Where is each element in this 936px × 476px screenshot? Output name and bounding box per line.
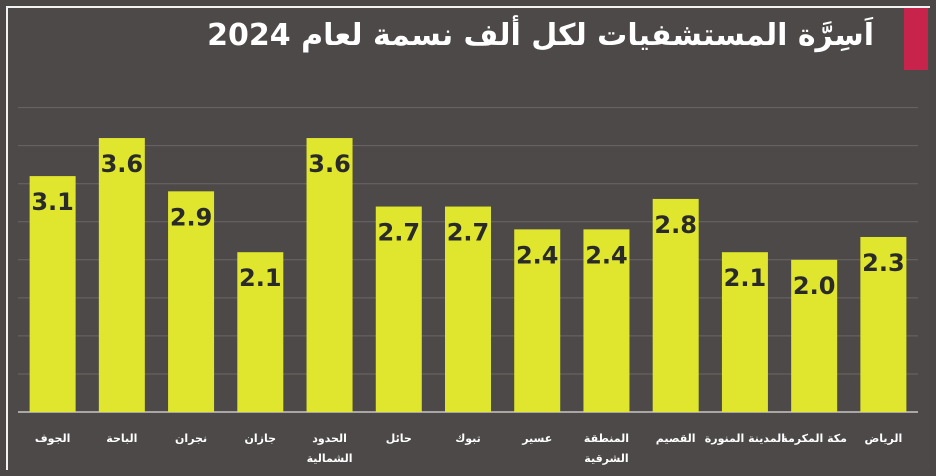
bar bbox=[29, 176, 76, 412]
bar bbox=[860, 236, 907, 412]
data-label: 2.0 bbox=[793, 272, 836, 300]
bar bbox=[514, 229, 561, 412]
category-label: الجوف bbox=[35, 432, 71, 445]
bar bbox=[445, 206, 491, 412]
chart-title: اَسِرَّة المستشفيات لكل ألف نسمة لعام 20… bbox=[207, 18, 874, 53]
data-label: 3.1 bbox=[31, 188, 74, 216]
category-label: الشمالية bbox=[307, 452, 353, 465]
bar bbox=[652, 198, 699, 412]
data-label: 3.6 bbox=[101, 150, 144, 178]
category-labels: الجوف الباحة نجران جازان الحدود الشمالية حائل ت… bbox=[35, 432, 902, 465]
bar bbox=[237, 252, 284, 412]
bar bbox=[168, 191, 215, 412]
category-label: تبوك bbox=[455, 432, 481, 445]
category-label: الشرقية bbox=[584, 452, 628, 465]
bar bbox=[306, 138, 353, 413]
category-label: المنطقة bbox=[584, 432, 629, 445]
category-label: القصيم bbox=[656, 432, 696, 445]
data-label: 2.3 bbox=[862, 249, 905, 277]
category-label: الباحة bbox=[106, 432, 137, 445]
bar bbox=[583, 229, 630, 412]
category-label: جازان bbox=[245, 432, 277, 445]
category-label: حائل bbox=[386, 432, 412, 445]
value-labels: 3.1 3.6 2.9 2.1 3.6 2.7 2.7 2.4 2.4 2.8 2.1 2.0 2.3 bbox=[31, 150, 904, 300]
data-label: 2.4 bbox=[516, 241, 559, 269]
category-label: مكة المكرمة bbox=[781, 432, 847, 445]
category-label: نجران bbox=[175, 432, 207, 445]
data-label: 2.7 bbox=[447, 219, 490, 247]
bar bbox=[98, 138, 145, 413]
category-label: عسير bbox=[521, 432, 552, 445]
data-label: 2.8 bbox=[654, 211, 697, 239]
data-label: 2.4 bbox=[585, 241, 628, 269]
data-label: 3.6 bbox=[308, 150, 351, 178]
bar bbox=[375, 206, 422, 412]
data-label: 2.1 bbox=[239, 264, 282, 292]
bar bbox=[721, 252, 768, 412]
data-label: 2.1 bbox=[724, 264, 767, 292]
data-label: 2.7 bbox=[378, 219, 421, 247]
category-label: الحدود bbox=[312, 432, 347, 445]
bars bbox=[29, 138, 907, 413]
category-label: الرياض bbox=[864, 432, 902, 445]
data-label: 2.9 bbox=[170, 203, 213, 231]
category-label: المدينة المنورة bbox=[705, 432, 785, 445]
bar bbox=[791, 259, 838, 412]
accent-stripe bbox=[904, 8, 928, 70]
